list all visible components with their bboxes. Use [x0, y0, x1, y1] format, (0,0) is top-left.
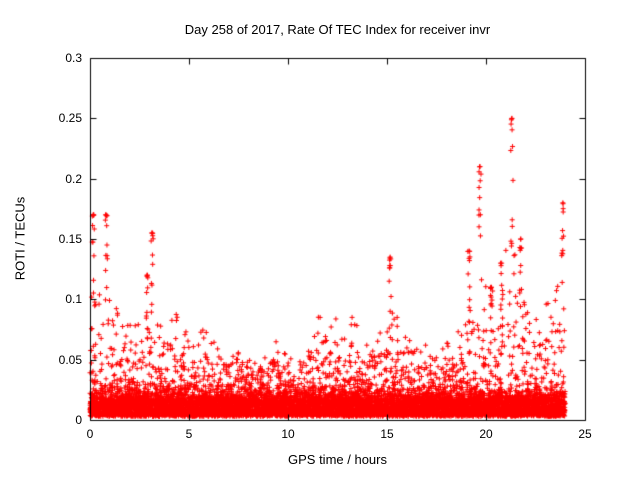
x-tick-label: 20 — [479, 427, 493, 441]
x-tick-label: 5 — [185, 427, 193, 441]
y-tick-label: 0.1 — [65, 292, 82, 307]
y-tick-label: 0.25 — [58, 111, 82, 126]
y-tick-label: 0.05 — [58, 352, 82, 367]
x-tick-label: 25 — [578, 427, 592, 441]
y-tick-label: 0.15 — [58, 232, 82, 246]
x-tick-label: 10 — [281, 427, 295, 441]
y-tick-label: 0.3 — [65, 51, 82, 65]
y-tick-label: 0 — [75, 413, 82, 427]
y-tick-label: 0.2 — [65, 171, 82, 186]
x-tick-label: 15 — [380, 427, 394, 441]
chart-title: Day 258 of 2017, Rate Of TEC Index for r… — [184, 22, 491, 37]
x-axis-label: GPS time / hours — [288, 452, 387, 467]
x-tick-label: 0 — [86, 427, 94, 441]
